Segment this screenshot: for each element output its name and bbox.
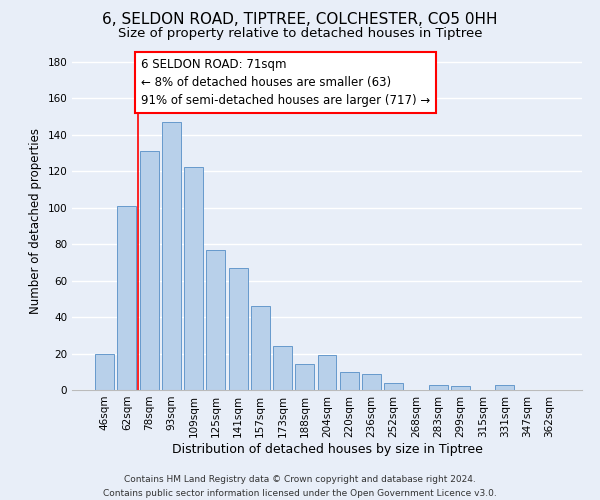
Bar: [206, 250, 225, 390]
Y-axis label: Number of detached properties: Number of detached properties: [29, 128, 42, 314]
Bar: [451, 386, 470, 390]
Bar: [118, 206, 136, 390]
X-axis label: Distribution of detached houses by size in Tiptree: Distribution of detached houses by size …: [172, 442, 482, 456]
Bar: [184, 168, 203, 390]
Bar: [273, 346, 292, 390]
Bar: [496, 384, 514, 390]
Bar: [317, 356, 337, 390]
Bar: [251, 306, 270, 390]
Text: Size of property relative to detached houses in Tiptree: Size of property relative to detached ho…: [118, 28, 482, 40]
Bar: [140, 151, 158, 390]
Text: Contains HM Land Registry data © Crown copyright and database right 2024.
Contai: Contains HM Land Registry data © Crown c…: [103, 476, 497, 498]
Bar: [429, 384, 448, 390]
Bar: [295, 364, 314, 390]
Text: 6, SELDON ROAD, TIPTREE, COLCHESTER, CO5 0HH: 6, SELDON ROAD, TIPTREE, COLCHESTER, CO5…: [102, 12, 498, 28]
Bar: [340, 372, 359, 390]
Bar: [384, 382, 403, 390]
Bar: [95, 354, 114, 390]
Bar: [362, 374, 381, 390]
Bar: [229, 268, 248, 390]
Text: 6 SELDON ROAD: 71sqm
← 8% of detached houses are smaller (63)
91% of semi-detach: 6 SELDON ROAD: 71sqm ← 8% of detached ho…: [140, 58, 430, 107]
Bar: [162, 122, 181, 390]
